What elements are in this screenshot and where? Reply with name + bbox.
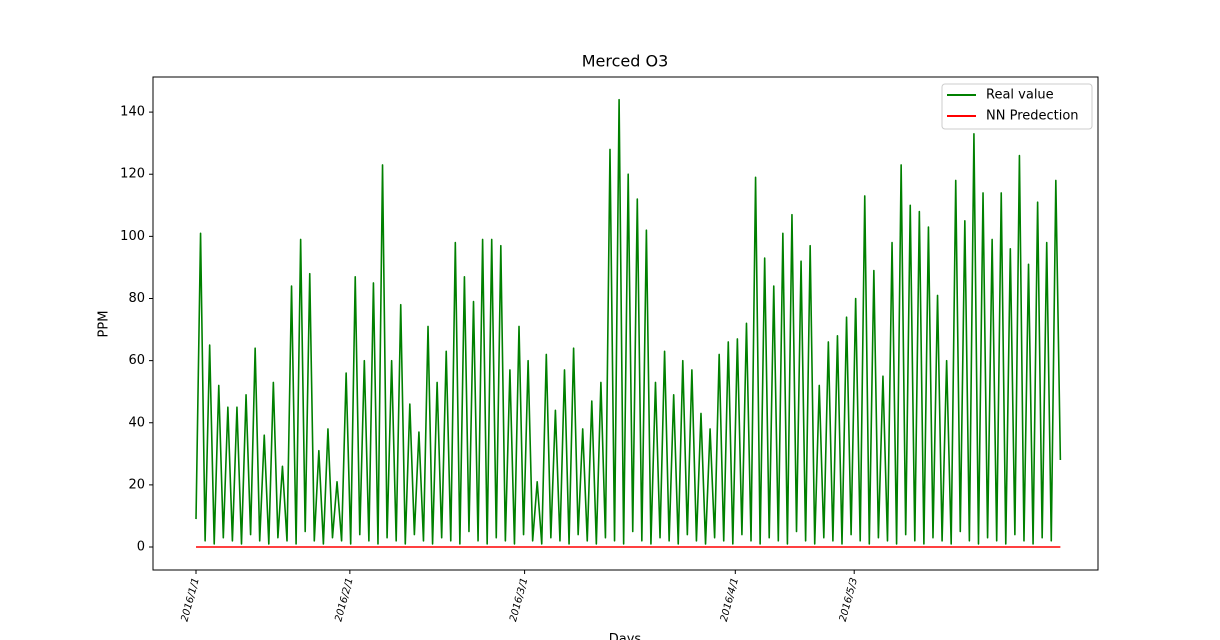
- y-tick-label: 140: [120, 105, 145, 120]
- legend-label: Real value: [986, 88, 1054, 103]
- y-tick-label: 20: [128, 477, 145, 492]
- series-line: [195, 98, 1062, 545]
- y-tick-label: 40: [128, 415, 145, 430]
- legend-box: [941, 83, 1093, 130]
- y-axis-label: PPM: [97, 311, 112, 338]
- chart-title: Merced O3: [582, 52, 669, 71]
- y-tick-label: 120: [120, 167, 145, 182]
- legend: Real value NN Predection: [941, 83, 1093, 130]
- plot-area: [195, 98, 1062, 548]
- y-tick-label: 0: [137, 540, 145, 555]
- y-tick-label: 100: [120, 229, 145, 244]
- legend-label: NN Predection: [986, 109, 1079, 124]
- y-tick-label: 60: [128, 353, 145, 368]
- plot-frame: [152, 76, 1099, 571]
- y-tick-label: 80: [128, 291, 145, 306]
- x-axis-label: Days: [609, 632, 642, 640]
